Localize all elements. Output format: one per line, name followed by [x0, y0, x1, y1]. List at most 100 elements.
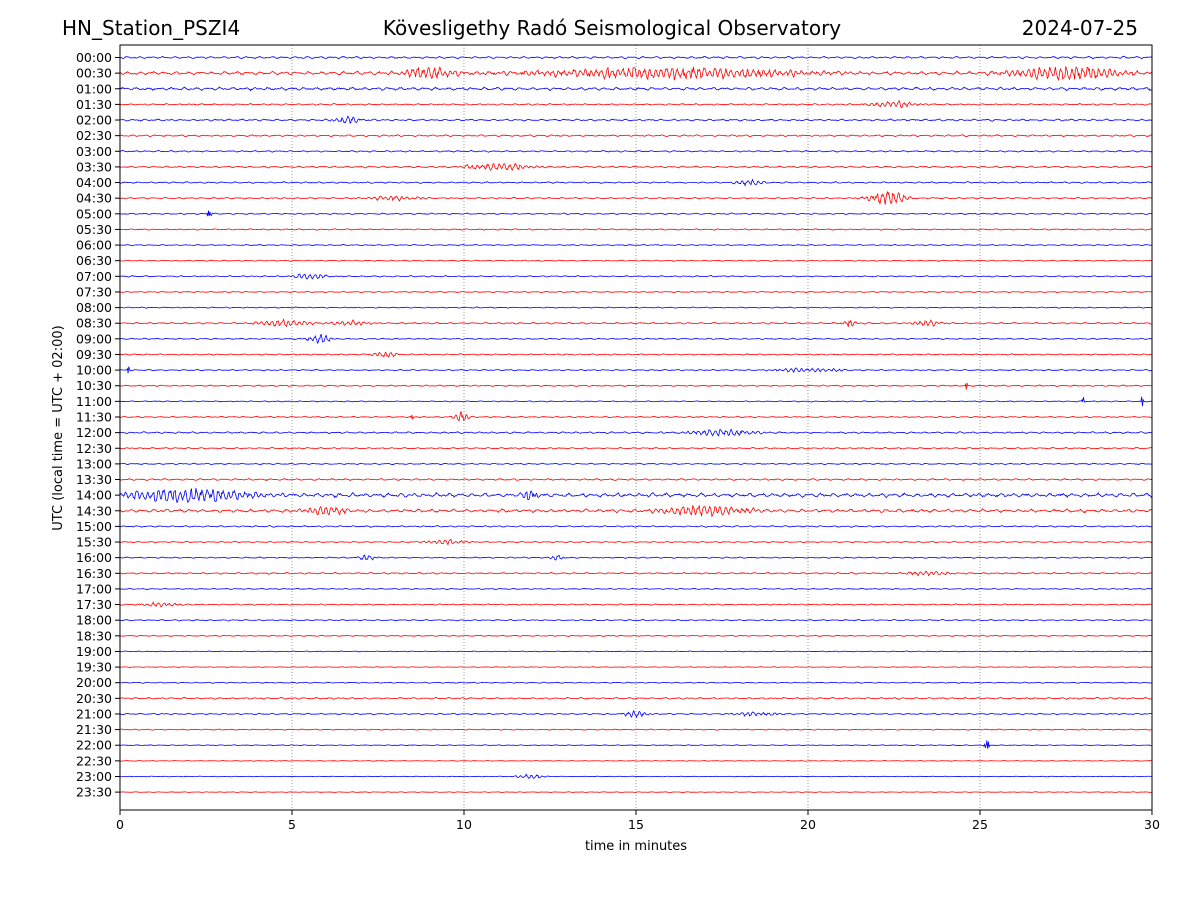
y-tick-label: 09:30: [76, 347, 112, 362]
trace-2230: [119, 760, 1153, 762]
trace-0430: [119, 190, 1153, 205]
y-tick-label: 19:00: [76, 644, 112, 659]
y-tick-label: 08:30: [76, 316, 112, 331]
trace-1900: [119, 650, 1153, 653]
trace-1030: [119, 382, 1152, 390]
y-tick-label: 00:00: [76, 50, 112, 65]
y-tick-label: 07:30: [76, 284, 112, 299]
y-tick-label: 17:30: [76, 597, 112, 612]
trace-1100: [119, 396, 1153, 407]
trace-2200: [119, 740, 1153, 749]
y-tick-label: 02:00: [76, 113, 112, 128]
trace-2300: [119, 773, 1153, 779]
trace-0230: [119, 134, 1153, 138]
trace-0530: [119, 228, 1153, 231]
y-tick-label: 05:00: [76, 206, 112, 221]
x-tick-label: 10: [456, 817, 472, 832]
observatory-title: Kövesligethy Radó Seismological Observat…: [383, 16, 841, 40]
y-tick-label: 11:30: [76, 409, 112, 424]
y-tick-label: 07:00: [76, 269, 112, 284]
y-tick-label: 14:00: [76, 488, 112, 503]
x-tick-label: 25: [972, 817, 988, 832]
trace-1600: [119, 554, 1153, 561]
y-tick-label: 01:30: [76, 97, 112, 112]
x-tick-label: 15: [628, 817, 644, 832]
y-tick-label: 10:00: [76, 363, 112, 378]
trace-1800: [119, 618, 1153, 622]
y-tick-label: 18:30: [76, 628, 112, 643]
trace-0200: [119, 115, 1152, 124]
trace-0900: [119, 333, 1153, 345]
trace-0700: [119, 273, 1153, 280]
y-tick-label: 01:00: [76, 81, 112, 96]
y-tick-label: 11:00: [76, 394, 112, 409]
y-tick-label: 12:00: [76, 425, 112, 440]
y-tick-label: 03:30: [76, 159, 112, 174]
trace-0830: [119, 318, 1153, 328]
y-tick-label: 04:00: [76, 175, 112, 190]
y-tick-label: 13:30: [76, 472, 112, 487]
date-title: 2024-07-25: [1022, 16, 1138, 40]
y-tick-label: 13:00: [76, 456, 112, 471]
trace-1730: [119, 601, 1153, 608]
y-tick-label: 15:30: [76, 535, 112, 550]
y-tick-label: 14:30: [76, 503, 112, 518]
station-title: HN_Station_PSZI4: [62, 16, 240, 40]
trace-1230: [119, 447, 1153, 450]
y-tick-label: 10:30: [76, 378, 112, 393]
y-axis-label: UTC (local time = UTC + 02:00): [51, 325, 66, 530]
trace-2330: [119, 791, 1153, 793]
y-tick-label: 20:00: [76, 675, 112, 690]
trace-0800: [119, 306, 1153, 309]
trace-1330: [119, 477, 1153, 482]
trace-1430: [119, 504, 1153, 518]
y-tick-label: 23:00: [76, 769, 112, 784]
y-tick-label: 00:30: [76, 66, 112, 81]
y-tick-label: 15:00: [76, 519, 112, 534]
trace-0330: [119, 162, 1153, 171]
y-tick-label: 21:00: [76, 706, 112, 721]
trace-1530: [119, 538, 1153, 546]
y-tick-label: 21:30: [76, 722, 112, 737]
y-tick-label: 02:30: [76, 128, 112, 143]
y-tick-label: 22:00: [76, 738, 112, 753]
y-tick-label: 08:00: [76, 300, 112, 315]
y-tick-label: 06:00: [76, 238, 112, 253]
trace-0600: [119, 243, 1153, 247]
trace-1000: [119, 366, 1153, 374]
trace-0930: [119, 351, 1153, 358]
trace-0630: [119, 259, 1153, 262]
y-tick-label: 03:00: [76, 144, 112, 159]
y-tick-label: 18:00: [76, 613, 112, 628]
x-tick-label: 20: [800, 817, 816, 832]
y-tick-label: 05:30: [76, 222, 112, 237]
trace-1830: [119, 634, 1153, 637]
trace-0100: [119, 86, 1153, 92]
trace-0030: [119, 65, 1153, 82]
trace-0500: [119, 210, 1153, 217]
trace-0730: [119, 290, 1153, 294]
y-tick-label: 09:00: [76, 331, 112, 346]
axes-frame: [119, 44, 1153, 811]
trace-2030: [119, 696, 1153, 700]
x-tick-label: 0: [116, 817, 124, 832]
trace-1930: [119, 666, 1152, 668]
trace-0400: [119, 178, 1153, 187]
y-tick-label: 22:30: [76, 753, 112, 768]
trace-0300: [119, 149, 1153, 153]
y-tick-label: 16:30: [76, 566, 112, 581]
y-tick-label: 19:30: [76, 660, 112, 675]
trace-0000: [119, 55, 1153, 60]
trace-2130: [119, 728, 1153, 731]
trace-1130: [119, 411, 1153, 422]
trace-1500: [119, 524, 1153, 528]
trace-1700: [119, 587, 1153, 591]
y-tick-label: 04:30: [76, 191, 112, 206]
y-tick-label: 23:30: [76, 785, 112, 800]
x-tick-label: 30: [1144, 817, 1160, 832]
trace-1200: [119, 428, 1153, 437]
y-tick-label: 12:30: [76, 441, 112, 456]
trace-1630: [119, 570, 1153, 577]
trace-2100: [119, 709, 1153, 719]
